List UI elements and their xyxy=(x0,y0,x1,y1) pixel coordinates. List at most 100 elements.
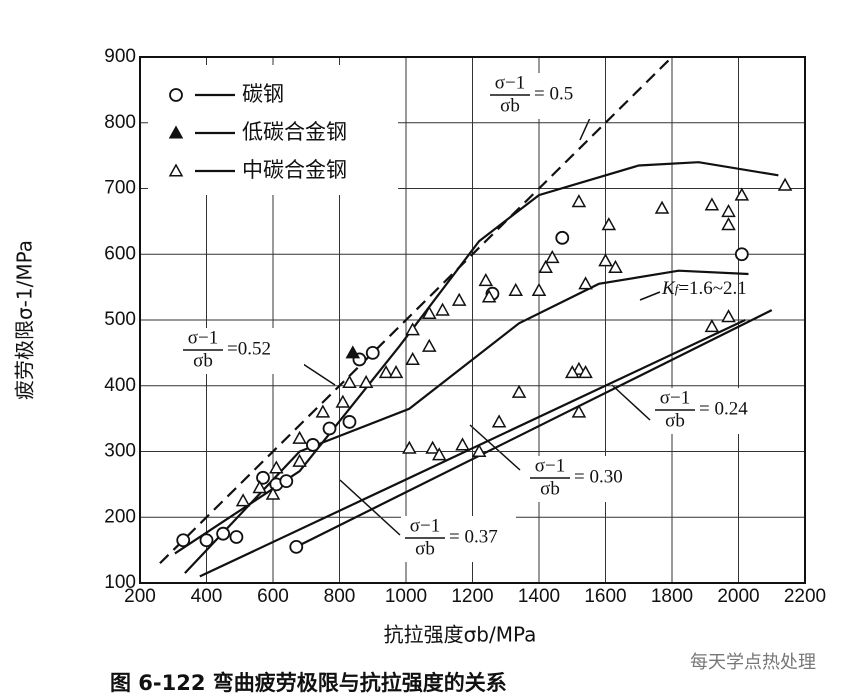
data-point xyxy=(578,365,593,379)
annotation-bg xyxy=(401,516,516,562)
x-axis-label: 抗拉强度σb/MPa xyxy=(384,623,537,647)
data-point xyxy=(511,384,527,398)
annotation-value: = 0.30 xyxy=(574,466,623,487)
data-point xyxy=(721,309,736,323)
annotation-value: = 0.24 xyxy=(699,398,748,419)
data-point xyxy=(405,322,420,336)
x-tick-label: 2200 xyxy=(784,586,826,607)
data-point xyxy=(608,259,623,273)
fit-line xyxy=(184,269,749,574)
kf-sub: f xyxy=(675,281,681,296)
data-point xyxy=(216,526,231,541)
legend-label: 中碳合金钢 xyxy=(242,158,347,182)
data-point xyxy=(538,259,553,273)
legend-marker xyxy=(169,88,183,102)
data-point xyxy=(491,414,507,428)
annotation-value: = 0.37 xyxy=(449,526,498,547)
annotation-numerator: σ−1 xyxy=(660,387,690,408)
x-tick-label: 1000 xyxy=(385,586,427,607)
x-tick-label: 1200 xyxy=(451,586,493,607)
data-point xyxy=(199,533,214,548)
leader xyxy=(579,117,591,141)
annotation-denominator: σb xyxy=(665,410,685,431)
x-tick-label: 1800 xyxy=(651,586,693,607)
legend-box xyxy=(148,65,398,195)
annotation-denominator: σb xyxy=(540,478,560,499)
x-tick-label: 600 xyxy=(257,586,289,607)
data-point xyxy=(571,194,587,208)
data-point xyxy=(455,437,470,451)
data-point xyxy=(481,289,497,303)
data-point xyxy=(269,460,284,474)
data-point xyxy=(598,253,613,267)
data-point xyxy=(425,440,440,454)
data-point xyxy=(654,200,670,214)
data-point xyxy=(508,282,523,296)
data-point xyxy=(734,247,749,262)
data-point xyxy=(176,533,191,548)
data-point xyxy=(378,365,394,379)
kf-label: Kf=1.6~2.1 xyxy=(661,278,747,299)
data-point xyxy=(342,415,357,429)
annotation-bg xyxy=(486,73,601,119)
data-point xyxy=(721,203,736,218)
kf-text: =1.6~2.1 xyxy=(678,278,747,299)
data-point xyxy=(471,443,487,458)
data-point xyxy=(478,273,494,287)
data-point xyxy=(342,374,357,389)
fit-line xyxy=(159,59,670,565)
leader-lines xyxy=(299,117,661,536)
data-point xyxy=(235,493,251,507)
data-point xyxy=(279,474,294,488)
data-point xyxy=(555,230,570,245)
x-tick-label: 400 xyxy=(191,586,223,607)
data-point xyxy=(704,197,720,211)
leader xyxy=(299,361,336,386)
data-point xyxy=(265,486,281,500)
x-tick-label: 800 xyxy=(324,586,356,607)
data-point xyxy=(388,365,404,379)
y-tick-label: 800 xyxy=(104,112,136,133)
data-point xyxy=(292,430,307,444)
annotation-bg xyxy=(651,388,766,434)
y-tick-label: 100 xyxy=(104,572,136,593)
data-point xyxy=(358,374,374,389)
data-point xyxy=(431,447,447,461)
data-point xyxy=(345,345,361,359)
data-point xyxy=(292,453,307,467)
y-tick-label: 200 xyxy=(104,506,136,527)
data-point xyxy=(405,351,420,365)
data-point xyxy=(531,282,547,296)
annotation-value: =0.52 xyxy=(227,338,271,359)
watermark: 每天学点热处理 xyxy=(690,652,816,673)
annotation-numerator: σ−1 xyxy=(410,515,440,536)
data-point xyxy=(402,440,417,454)
data-point xyxy=(289,539,304,554)
data-point xyxy=(721,217,736,231)
data-point xyxy=(704,319,720,333)
annotation-numerator: σ−1 xyxy=(188,327,218,348)
data-point xyxy=(564,365,580,379)
annotation-numerator: σ−1 xyxy=(495,72,525,93)
y-tick-label: 500 xyxy=(104,309,136,330)
data-point xyxy=(435,302,450,316)
x-tick-label: 1400 xyxy=(518,586,560,607)
data-point xyxy=(451,292,467,306)
y-tick-label: 300 xyxy=(104,441,136,462)
y-tick-label: 600 xyxy=(104,243,136,264)
plot-frame xyxy=(139,56,806,584)
leader xyxy=(611,384,651,421)
annotation-denominator: σb xyxy=(193,350,213,371)
x-tick-label: 2000 xyxy=(717,586,759,607)
kf-letter: K xyxy=(661,278,676,299)
leader xyxy=(339,479,401,536)
data-point xyxy=(601,217,617,231)
data-point xyxy=(422,305,437,319)
data-point xyxy=(229,530,244,544)
data-point xyxy=(322,421,337,436)
data-point xyxy=(571,404,587,418)
legend-marker xyxy=(168,125,184,139)
data-point xyxy=(571,361,587,375)
data-point xyxy=(315,404,331,418)
